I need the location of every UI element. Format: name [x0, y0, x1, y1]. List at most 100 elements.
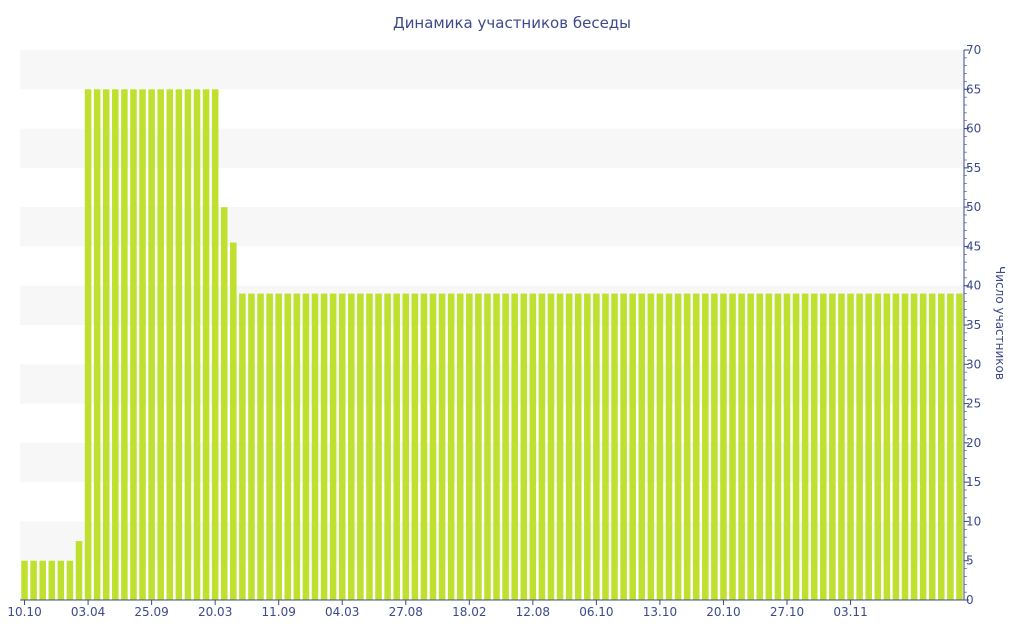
bar	[919, 293, 927, 600]
bar	[765, 293, 773, 600]
bar	[947, 293, 954, 600]
bar	[175, 89, 183, 601]
bar	[466, 293, 473, 600]
bar	[547, 293, 555, 600]
bar	[402, 293, 410, 600]
bar	[302, 293, 310, 600]
bar	[284, 293, 292, 600]
bar	[683, 293, 691, 600]
bar	[783, 293, 791, 600]
bar	[329, 293, 337, 600]
y-tick-label: 65	[966, 82, 981, 96]
bar	[139, 89, 146, 601]
y-tick-label: 70	[966, 43, 981, 57]
bar	[357, 293, 364, 600]
bar	[820, 293, 827, 600]
y-tick-label: 60	[966, 122, 981, 136]
x-tick-label: 27.10	[770, 605, 804, 619]
bar	[348, 293, 355, 600]
bar	[475, 293, 482, 600]
bar	[257, 293, 264, 600]
bar	[66, 560, 74, 600]
bar	[75, 541, 83, 600]
x-tick-label: 27.08	[389, 605, 423, 619]
x-tick-label: 06.10	[579, 605, 613, 619]
bar	[39, 560, 46, 600]
bar	[84, 89, 92, 601]
bar	[230, 242, 237, 600]
bar	[756, 293, 764, 600]
bar	[720, 293, 727, 600]
bar	[584, 293, 591, 600]
bar	[647, 293, 655, 600]
bar	[239, 293, 246, 600]
bar	[220, 207, 228, 600]
bar	[429, 293, 437, 600]
bar	[456, 293, 464, 600]
bar	[901, 293, 909, 600]
y-tick-label: 0	[966, 593, 974, 607]
bar	[692, 293, 700, 600]
bar	[411, 293, 419, 600]
bar	[166, 89, 174, 601]
y-axis-title: Число участников	[993, 266, 1007, 380]
bar	[729, 293, 736, 600]
x-tick-label: 20.03	[198, 605, 232, 619]
bar	[810, 293, 818, 600]
bar	[148, 89, 155, 601]
bar	[874, 293, 882, 600]
bar	[656, 293, 664, 600]
y-tick-label: 35	[966, 318, 981, 332]
bar	[565, 293, 573, 600]
bar	[665, 293, 673, 600]
x-tick-label: 12.08	[516, 605, 550, 619]
bar	[738, 293, 745, 600]
bar	[48, 560, 56, 600]
bar	[193, 89, 201, 601]
bar	[93, 89, 101, 601]
bar-series	[21, 89, 963, 601]
bar	[275, 293, 282, 600]
y-tick-label: 50	[966, 200, 981, 214]
bar	[366, 293, 373, 600]
bar	[493, 293, 500, 600]
y-tick-label: 40	[966, 279, 981, 293]
chart-title: Динамика участников беседы	[392, 14, 632, 32]
x-tick-label: 10.10	[7, 605, 41, 619]
bar	[556, 293, 564, 600]
x-tick-label: 20.10	[706, 605, 740, 619]
grid-band	[20, 50, 964, 90]
bar	[420, 293, 428, 600]
bar	[320, 293, 328, 600]
bar	[311, 293, 319, 600]
bar	[747, 293, 754, 600]
y-tick-label: 15	[966, 475, 981, 489]
bar	[112, 89, 119, 601]
bar	[938, 293, 945, 600]
bar	[102, 89, 110, 601]
bar	[529, 293, 537, 600]
bar	[711, 293, 718, 600]
y-tick-label: 10	[966, 514, 981, 528]
y-axis: 0 5 10 15 20 25 30 35 40 45 50 55 60 65 70	[963, 43, 981, 607]
bar	[674, 293, 682, 600]
bar	[338, 293, 346, 600]
bar	[702, 293, 709, 600]
bar	[611, 293, 618, 600]
x-tick-label: 18.02	[452, 605, 486, 619]
bar	[801, 293, 809, 600]
bar	[211, 89, 219, 601]
bar	[266, 293, 273, 600]
bar	[447, 293, 455, 600]
bar	[865, 293, 872, 600]
bar	[792, 293, 800, 600]
bar	[30, 560, 37, 600]
bar	[248, 293, 255, 600]
y-tick-label: 45	[966, 239, 981, 253]
bar	[184, 89, 192, 601]
bar	[629, 293, 636, 600]
bar	[57, 560, 65, 600]
bar	[892, 293, 900, 600]
x-tick-label: 13.10	[643, 605, 677, 619]
